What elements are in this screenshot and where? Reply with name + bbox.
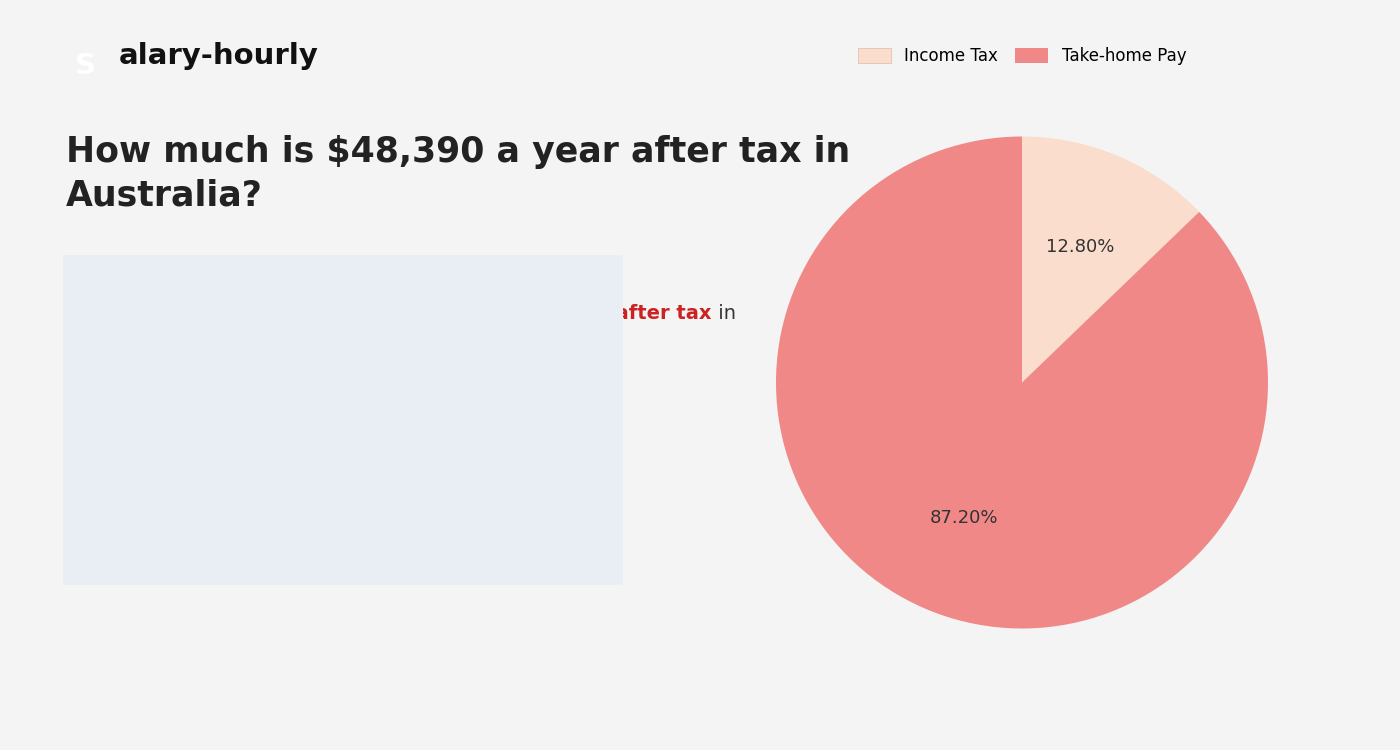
Wedge shape bbox=[1022, 136, 1200, 382]
Legend: Income Tax, Take-home Pay: Income Tax, Take-home Pay bbox=[851, 40, 1193, 71]
Text: •: • bbox=[97, 457, 106, 475]
Text: Australia for a resident.: Australia for a resident. bbox=[91, 332, 321, 351]
Text: A Yearly salary of $48,390 is approximately: A Yearly salary of $48,390 is approximat… bbox=[91, 304, 521, 322]
Text: •: • bbox=[97, 387, 106, 405]
Text: How much is $48,390 a year after tax in
Australia?: How much is $48,390 a year after tax in … bbox=[66, 135, 850, 212]
Text: in: in bbox=[711, 304, 736, 322]
Text: $42,197 after tax: $42,197 after tax bbox=[521, 304, 711, 322]
Text: alary-hourly: alary-hourly bbox=[119, 42, 319, 70]
Text: Take-home pay: $42,197: Take-home pay: $42,197 bbox=[111, 457, 333, 475]
Wedge shape bbox=[776, 136, 1268, 628]
Text: •: • bbox=[97, 422, 106, 440]
Text: S: S bbox=[76, 52, 95, 80]
Text: Gross pay: $48,390: Gross pay: $48,390 bbox=[111, 387, 286, 405]
Text: 12.80%: 12.80% bbox=[1046, 238, 1114, 256]
Text: Income Tax: $6,193: Income Tax: $6,193 bbox=[111, 422, 287, 440]
Text: 87.20%: 87.20% bbox=[930, 509, 998, 527]
